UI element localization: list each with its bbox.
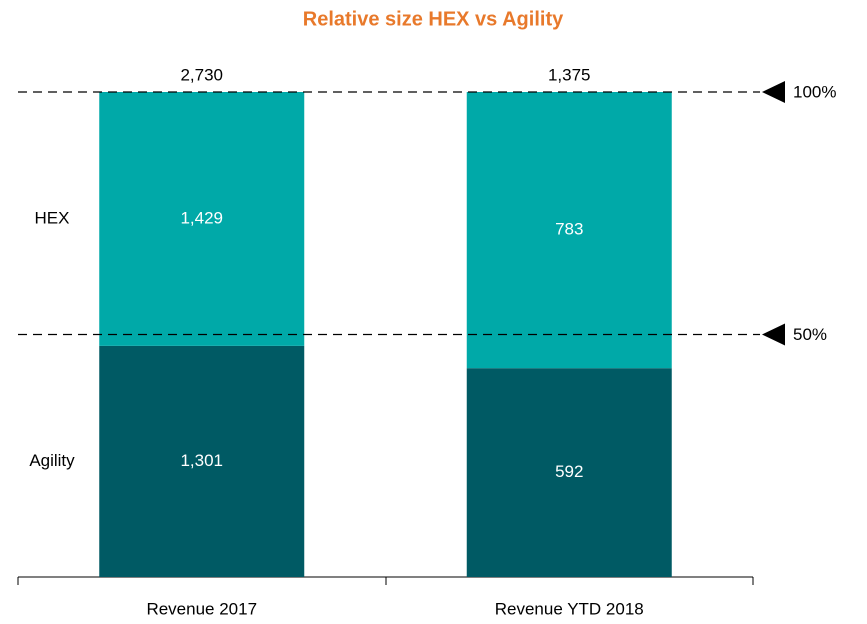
data-label: 1,429 <box>180 208 223 227</box>
reference-marker <box>762 81 785 103</box>
chart-title: Relative size HEX vs Agility <box>303 8 564 30</box>
total-label: 2,730 <box>180 65 223 84</box>
bar-segment <box>466 368 672 577</box>
series-label: Agility <box>29 451 75 470</box>
data-label: 783 <box>555 220 583 239</box>
data-label: 1,301 <box>180 451 223 470</box>
x-tick-label: Revenue YTD 2018 <box>495 599 644 618</box>
reference-marker <box>762 323 785 346</box>
data-label: 592 <box>555 462 583 481</box>
bar-segment <box>99 92 305 346</box>
reference-label: 50% <box>793 325 827 344</box>
series-label: HEX <box>35 208 70 227</box>
bar-segment <box>466 92 672 369</box>
reference-label: 100% <box>793 82 836 101</box>
x-tick-label: Revenue 2017 <box>146 599 257 618</box>
total-label: 1,375 <box>548 65 591 84</box>
bar-segment <box>99 345 305 577</box>
